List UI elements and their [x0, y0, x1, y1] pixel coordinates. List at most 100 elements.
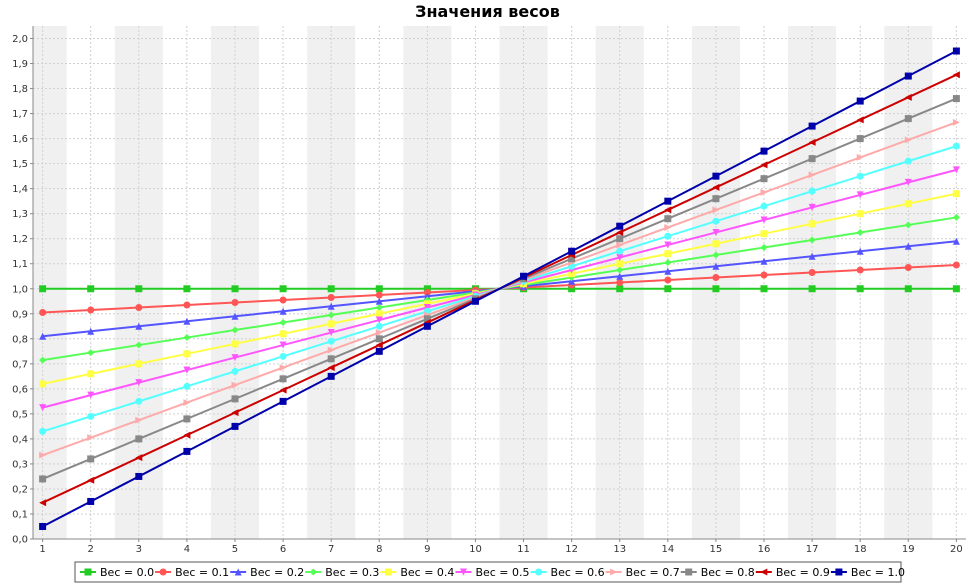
data-point: [808, 171, 816, 179]
data-point: [616, 235, 624, 243]
data-point: [231, 381, 239, 389]
data-point: [952, 118, 960, 126]
data-point: [279, 397, 287, 405]
data-point: [183, 431, 191, 439]
x-tick-label: 6: [280, 544, 286, 555]
data-point: [760, 568, 768, 576]
x-tick-label: 5: [232, 544, 238, 555]
data-point: [135, 379, 143, 387]
data-point: [808, 122, 816, 130]
data-point: [808, 187, 816, 195]
data-point: [856, 191, 864, 199]
data-point: [135, 285, 143, 293]
data-point: [712, 217, 720, 225]
data-point: [135, 397, 143, 405]
data-point: [808, 138, 816, 146]
data-point: [664, 223, 672, 231]
data-point: [375, 297, 383, 305]
data-point: [904, 263, 912, 271]
legend-label: Вес = 0.6: [551, 566, 605, 579]
x-tick-label: 16: [758, 544, 771, 555]
data-point: [664, 250, 672, 258]
data-point: [327, 320, 335, 328]
data-point: [135, 454, 143, 462]
data-point: [904, 136, 912, 144]
data-point: [183, 447, 191, 455]
data-point: [423, 285, 431, 293]
data-point: [904, 221, 912, 229]
data-point: [856, 97, 864, 105]
data-point: [610, 568, 618, 576]
data-point: [375, 285, 383, 293]
data-point: [904, 242, 912, 250]
data-point: [616, 266, 624, 274]
data-point: [279, 341, 287, 349]
legend-label: Вес = 0.1: [175, 566, 229, 579]
y-tick-label: 1,6: [12, 134, 28, 145]
data-point: [760, 202, 768, 210]
data-point: [856, 247, 864, 255]
data-point: [664, 241, 672, 249]
y-tick-label: 0,5: [12, 409, 28, 420]
data-point: [664, 258, 672, 266]
data-point: [231, 312, 239, 320]
x-tick-label: 9: [424, 544, 430, 555]
data-point: [375, 304, 383, 312]
data-point: [520, 272, 528, 280]
data-point: [664, 285, 672, 293]
data-point: [568, 277, 576, 285]
data-point: [39, 451, 47, 459]
data-point: [856, 210, 864, 218]
data-point: [39, 499, 47, 507]
data-point: [39, 356, 47, 364]
data-point: [712, 273, 720, 281]
data-point: [279, 386, 287, 394]
data-point: [760, 285, 768, 293]
y-tick-label: 0,2: [12, 484, 28, 495]
data-point: [39, 380, 47, 388]
x-tick-label: 13: [613, 544, 626, 555]
data-point: [327, 372, 335, 380]
data-point: [159, 568, 167, 576]
y-tick-label: 1,3: [12, 209, 28, 220]
data-point: [808, 155, 816, 163]
data-point: [904, 285, 912, 293]
data-point: [952, 71, 960, 79]
data-point: [279, 285, 287, 293]
legend: Вес = 0.0 Вес = 0.1 Вес = 0.2 Вес = 0.3 Вес …: [74, 561, 905, 583]
data-point: [856, 153, 864, 161]
data-point: [664, 232, 672, 240]
data-point: [183, 366, 191, 374]
x-tick-label: 1: [39, 544, 45, 555]
y-tick-label: 1,8: [12, 84, 28, 95]
data-point: [87, 285, 95, 293]
data-point: [459, 568, 467, 576]
data-point: [39, 285, 47, 293]
x-tick-label: 12: [565, 544, 578, 555]
series-line: [42, 50, 957, 528]
y-tick-label: 1,4: [12, 184, 28, 195]
data-point: [760, 147, 768, 155]
data-point: [616, 272, 624, 280]
data-point: [423, 315, 431, 323]
y-tick-label: 1,2: [12, 234, 28, 245]
data-point: [904, 200, 912, 208]
data-point: [87, 434, 95, 442]
data-point: [471, 297, 479, 305]
x-tick-label: 2: [88, 544, 94, 555]
y-tick-label: 0,3: [12, 459, 28, 470]
data-point: [856, 116, 864, 124]
data-point: [952, 47, 960, 55]
data-point: [712, 195, 720, 203]
data-point: [375, 335, 383, 343]
data-point: [327, 364, 335, 372]
legend-label: Вес = 0.3: [325, 566, 379, 579]
data-point: [39, 309, 47, 317]
data-point: [327, 329, 335, 337]
data-point: [135, 435, 143, 443]
data-point: [231, 409, 239, 417]
data-point: [423, 322, 431, 330]
legend-label: Вес = 0.5: [475, 566, 529, 579]
x-tick-label: 14: [661, 544, 674, 555]
